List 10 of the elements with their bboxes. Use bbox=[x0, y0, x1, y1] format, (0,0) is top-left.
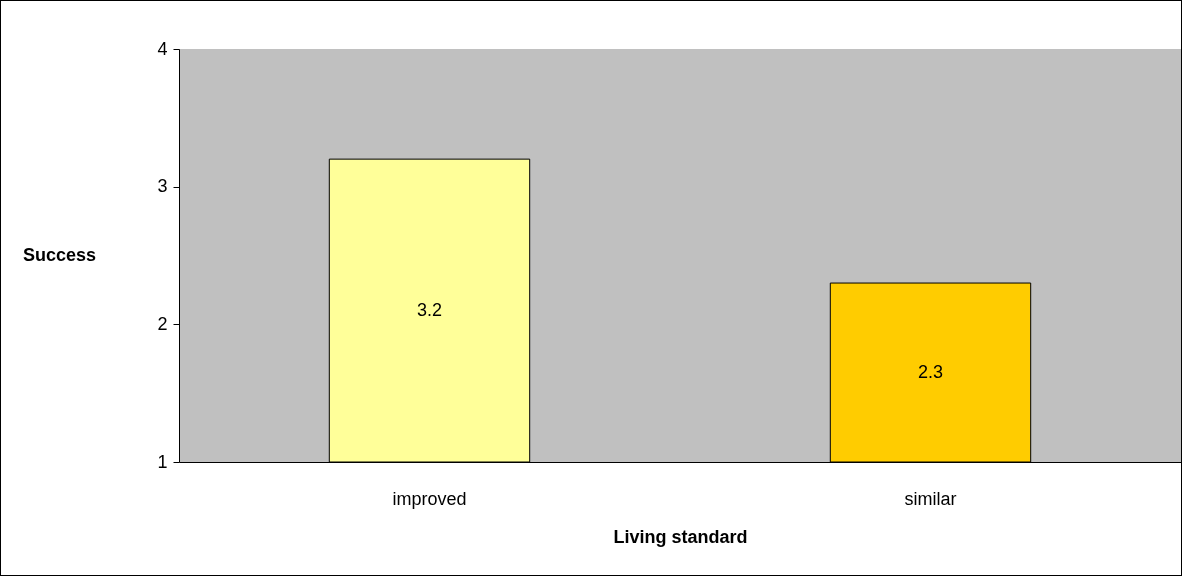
y-tick-label: 2 bbox=[157, 313, 168, 334]
y-tick-label: 1 bbox=[157, 451, 168, 472]
y-tick-label: 3 bbox=[157, 176, 168, 197]
y-axis-title: Success bbox=[22, 244, 97, 265]
data-label: 2.3 bbox=[917, 361, 944, 382]
x-tick-label: improved bbox=[392, 488, 467, 509]
y-tick-label: 4 bbox=[157, 38, 168, 59]
x-axis-title: Living standard bbox=[613, 526, 748, 547]
data-label: 3.2 bbox=[416, 299, 443, 320]
x-tick-label: similar bbox=[904, 488, 957, 509]
